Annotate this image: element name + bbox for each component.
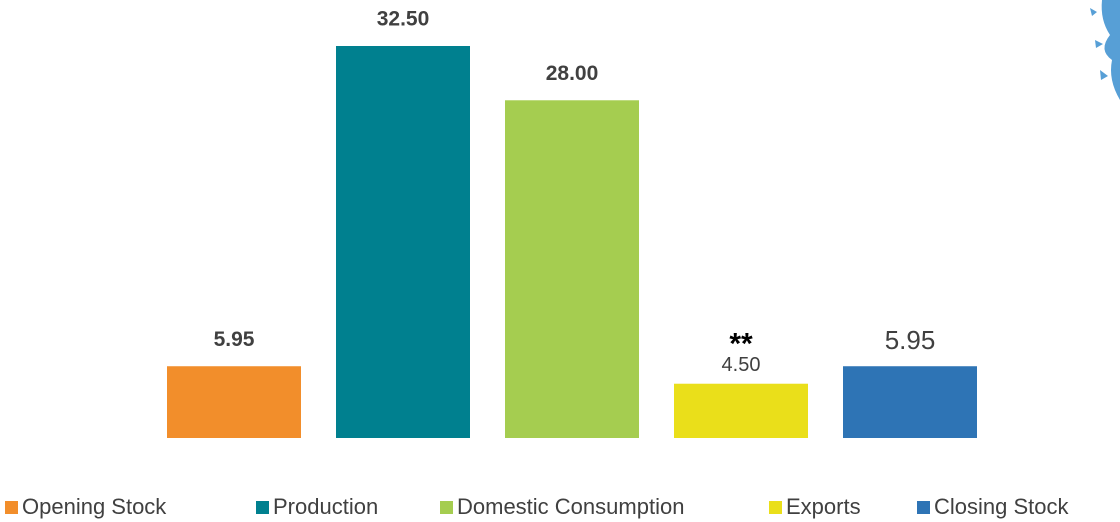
legend-swatch xyxy=(917,501,930,514)
legend-swatch xyxy=(256,501,269,514)
legend-text: Opening Stock xyxy=(22,494,167,519)
bar xyxy=(843,366,977,438)
legend-text: Closing Stock xyxy=(934,494,1070,519)
data-label: 5.95 xyxy=(214,328,255,351)
legend-swatch xyxy=(440,501,453,514)
bar xyxy=(167,366,301,438)
data-label: 5.95 xyxy=(885,325,936,355)
data-label: 4.50 xyxy=(722,354,761,376)
bar xyxy=(505,100,639,439)
decoration xyxy=(1090,0,1120,100)
legend-text: Production xyxy=(273,494,378,519)
data-label: 28.00 xyxy=(546,62,599,85)
annotation: ** xyxy=(729,328,753,361)
legend-text: Domestic Consumption xyxy=(457,494,684,519)
legend-swatch xyxy=(5,501,18,514)
splash-drops xyxy=(1090,8,1108,80)
bar xyxy=(336,46,470,438)
legend-swatch xyxy=(769,501,782,514)
legend-text: Exports xyxy=(786,494,861,519)
bar xyxy=(674,383,808,438)
splash xyxy=(1101,0,1120,100)
data-label: 32.50 xyxy=(377,8,430,31)
